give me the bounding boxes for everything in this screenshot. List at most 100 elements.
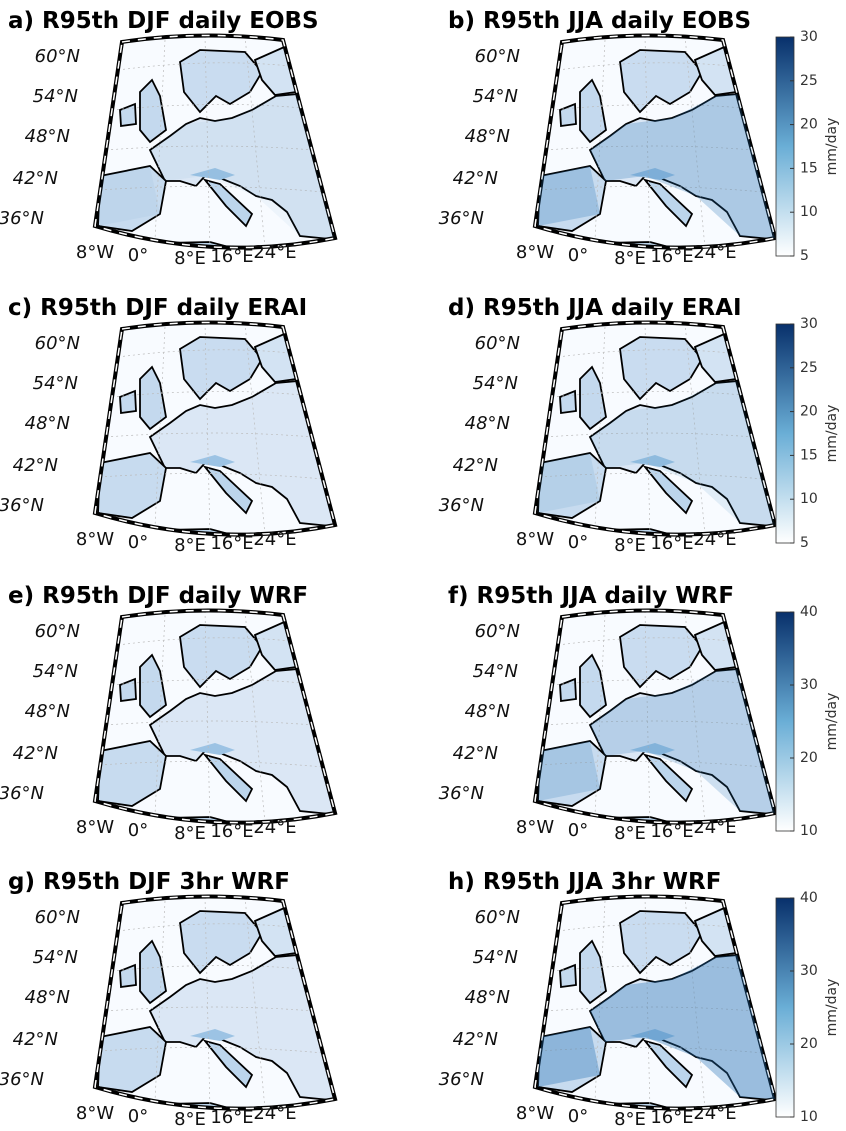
lat-label: 42°N — [13, 168, 58, 189]
lon-label: 24°E — [253, 1103, 296, 1124]
lon-label: 24°E — [253, 242, 296, 263]
colorbar-tick-label: 10 — [800, 823, 818, 839]
lon-label: 0° — [568, 532, 588, 553]
lon-label: 8°E — [614, 823, 646, 844]
lon-label: 0° — [568, 820, 588, 841]
map-shading — [538, 379, 775, 525]
lat-label: 48°N — [25, 413, 70, 434]
panel-title: a) R95th DJF daily EOBS — [8, 8, 319, 34]
lat-label: 54°N — [33, 373, 78, 394]
lat-label: 36°N — [0, 1069, 44, 1090]
colorbar-tick-label: 10 — [800, 204, 818, 220]
lon-label: 24°E — [693, 529, 736, 550]
lat-label: 60°N — [35, 333, 80, 354]
map-panel: e) R95th DJF daily WRF 60°N 54°N 48°N 42°N 36… — [0, 583, 350, 845]
lon-label: 8°W — [516, 529, 554, 550]
map — [80, 307, 350, 557]
colorbar-scale — [775, 323, 795, 544]
lon-label: 8°E — [174, 823, 206, 844]
map — [80, 881, 350, 1131]
panel-title: f) R95th JJA daily WRF — [448, 583, 734, 609]
colorbar-scale — [775, 897, 795, 1118]
lat-label: 60°N — [475, 46, 520, 67]
colorbar-tick-label: 30 — [800, 677, 818, 693]
lon-label: 0° — [568, 1106, 588, 1127]
lon-label: 16°E — [650, 821, 693, 842]
lon-label: 24°E — [253, 529, 296, 550]
panel-title: b) R95th JJA daily EOBS — [448, 8, 751, 34]
colorbar-tick-label: 40 — [800, 890, 818, 906]
lat-label: 60°N — [35, 46, 80, 67]
lon-label: 8°W — [76, 1103, 114, 1124]
lon-label: 8°W — [76, 242, 114, 263]
map-shading — [538, 667, 775, 813]
lon-label: 16°E — [210, 1107, 253, 1128]
map-panel: b) R95th JJA daily EOBS 60°N 54°N 48°N 42°N 3… — [439, 8, 790, 270]
lat-label: 42°N — [13, 1029, 58, 1050]
lat-label: 54°N — [473, 661, 518, 682]
lat-label: 48°N — [465, 126, 510, 147]
map-shading — [98, 92, 335, 238]
map-shading — [538, 92, 775, 238]
colorbar-tick-label: 30 — [800, 316, 818, 332]
lat-label: 54°N — [473, 947, 518, 968]
lat-label: 60°N — [35, 621, 80, 642]
lat-label: 42°N — [13, 455, 58, 476]
lon-label: 24°E — [693, 242, 736, 263]
lat-label: 54°N — [33, 661, 78, 682]
lon-label: 8°E — [614, 248, 646, 269]
lon-label: 0° — [128, 820, 148, 841]
lat-label: 36°N — [0, 495, 44, 516]
lat-label: 54°N — [473, 86, 518, 107]
lon-label: 24°E — [693, 1103, 736, 1124]
lat-label: 42°N — [453, 1029, 498, 1050]
panel-title: g) R95th DJF 3hr WRF — [8, 869, 290, 895]
colorbar: 10 20 30 40 mm/day — [775, 890, 840, 1125]
lon-label: 8°W — [76, 817, 114, 838]
colorbar-tick-label: 5 — [800, 248, 809, 264]
colorbar-tick-label: 15 — [800, 160, 818, 176]
lon-label: 8°E — [174, 1109, 206, 1130]
lon-label: 16°E — [210, 533, 253, 554]
lat-label: 36°N — [0, 208, 44, 229]
panel-title: h) R95th JJA 3hr WRF — [448, 869, 721, 895]
lon-label: 0° — [128, 245, 148, 266]
colorbar-tick-label: 30 — [800, 29, 818, 45]
colorbar-tick-label: 20 — [800, 1036, 818, 1052]
panel-title: d) R95th JJA daily ERAI — [448, 295, 742, 321]
colorbar-scale — [775, 36, 795, 257]
lon-label: 8°E — [174, 248, 206, 269]
colorbar: 5 10 15 20 25 30 mm/day — [775, 316, 840, 551]
lat-label: 48°N — [25, 126, 70, 147]
colorbar-label: mm/day — [824, 405, 840, 463]
lon-label: 16°E — [650, 246, 693, 267]
map-panel: f) R95th JJA daily WRF 60°N 54°N 48°N 42°N 36… — [439, 583, 790, 845]
lon-label: 0° — [128, 1106, 148, 1127]
lat-label: 36°N — [439, 495, 484, 516]
lat-label: 36°N — [439, 783, 484, 804]
lat-label: 48°N — [465, 987, 510, 1008]
colorbar-tick-label: 20 — [800, 404, 818, 420]
lat-label: 42°N — [13, 743, 58, 764]
colorbar-tick-label: 25 — [800, 360, 818, 376]
lat-label: 54°N — [33, 947, 78, 968]
colorbar-tick-label: 20 — [800, 750, 818, 766]
lon-label: 8°E — [614, 535, 646, 556]
lat-label: 54°N — [33, 86, 78, 107]
lat-label: 42°N — [453, 743, 498, 764]
lat-label: 60°N — [475, 907, 520, 928]
lon-label: 8°W — [516, 817, 554, 838]
panel-title: c) R95th DJF daily ERAI — [8, 295, 307, 321]
lat-label: 36°N — [0, 783, 44, 804]
lon-label: 8°E — [174, 535, 206, 556]
lat-label: 48°N — [25, 701, 70, 722]
colorbar: 5 10 15 20 25 30 mm/day — [775, 29, 840, 264]
map-panel: c) R95th DJF daily ERAI 60°N 54°N 48°N 42°N 3… — [0, 295, 350, 557]
lon-label: 24°E — [253, 817, 296, 838]
lon-label: 8°W — [516, 1103, 554, 1124]
lat-label: 60°N — [475, 621, 520, 642]
colorbar-label: mm/day — [824, 979, 840, 1037]
colorbar-tick-label: 30 — [800, 963, 818, 979]
lat-label: 42°N — [453, 168, 498, 189]
